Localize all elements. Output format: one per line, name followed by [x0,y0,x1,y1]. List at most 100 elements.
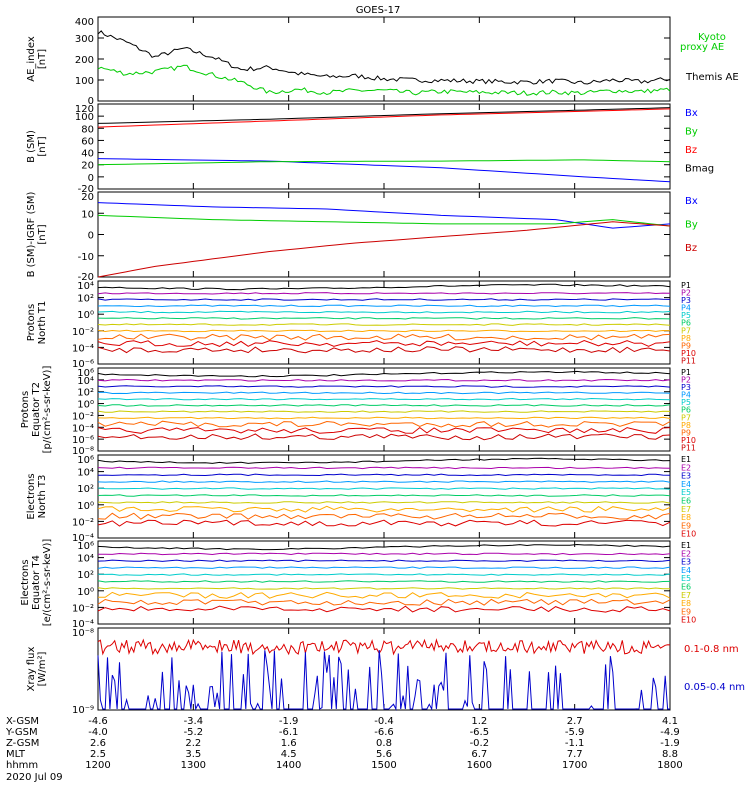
spectrum-line [97,501,671,504]
legend-label: P9 [681,428,691,437]
spectrum-line [97,494,671,497]
spectrum-line [97,333,671,341]
y-tick-label: -20 [78,272,94,283]
legend-label: proxy AE [680,42,724,53]
spectrum-line [97,410,671,413]
spectrum-line [97,397,671,401]
x-axis-value: 2.6 [90,738,106,749]
y-tick-label: 10⁻² [72,517,94,528]
spectrum-line [97,370,671,378]
y-tick-label: 10⁻² [72,411,94,422]
spectrum-line [97,433,671,441]
x-axis-value: 1.2 [471,716,487,727]
legend-label: 0.05-0.4 nm [684,682,745,693]
y-tick-label: 10⁶ [77,541,94,552]
date-label: 2020 Jul 09 [6,772,63,783]
spectrum-line [97,591,671,599]
y-axis-label: [e/(cm²-s-sr-keV)] [42,539,53,627]
spectrum-line [97,559,671,563]
legend-label: E5 [681,488,691,497]
y-tick-label: 80 [81,124,94,135]
spectrum-line [97,457,671,464]
y-tick-label: 10 [81,209,94,220]
y-tick-label: 10⁴ [77,376,94,387]
legend-label: P11 [681,356,696,365]
y-tick-label: 10⁰ [77,501,94,512]
x-axis-value: 0.8 [376,738,392,749]
spectrum-line [97,339,671,347]
y-tick-label: 10² [77,484,94,495]
x-axis-value: 4.5 [281,749,297,760]
y-axis-label: [W/m²] [37,651,48,686]
legend-label: E10 [681,616,696,625]
x-axis-value: -6.5 [470,727,490,738]
legend-label: Bx [685,196,698,207]
y-tick-label: 0 [88,231,94,242]
y-tick-label: 0 [88,96,94,107]
x-axis-value: 2.7 [567,716,583,727]
y-tick-label: 10⁻² [72,603,94,614]
x-axis-value: 1600 [467,760,492,771]
spectrum-line [97,552,671,556]
y-tick-label: 10² [77,388,94,399]
x-axis-value: -3.4 [184,716,204,727]
y-tick-label: 10⁻⁸ [72,446,94,457]
y-tick-label: 0 [88,173,94,184]
series-line-0.05-0.4nm [97,650,670,711]
x-axis-value: 1700 [562,760,587,771]
legend-label: P3 [681,296,691,305]
y-axis-label: B (SM) [26,130,37,163]
x-axis-value: 1.6 [281,738,297,749]
x-axis-value: -0.2 [470,738,490,749]
x-axis-table: X-GSM -4.6 -3.4 -1.9 -0.4 1.2 2.7 4.1 Y-GSM -4.0 -… [5,716,683,783]
y-tick-label: 100 [75,112,94,123]
spectrum-line [97,580,671,583]
legend-label: E5 [681,574,691,583]
spectrum-line [97,378,671,382]
series-line-by [97,159,671,166]
legend-label: P6 [681,406,691,415]
series-line-kyoto-proxy-ae [97,64,671,96]
spectrum-line [97,543,671,551]
spectrum-line [97,466,671,470]
spectrum-line [97,310,671,314]
legend-label: P5 [681,311,691,320]
spectrum-line [97,283,671,291]
series-line-bmag [97,107,671,124]
y-tick-label: 300 [75,34,94,45]
y-tick-label: 10⁻⁴ [72,343,94,354]
legend-label: E3 [681,472,691,481]
legend-label: P5 [681,398,691,407]
legend-label: Bz [685,145,697,156]
x-axis-row-label: Z-GSM [6,738,39,749]
x-axis-value: 2.2 [185,738,201,749]
legend-label: Bmag [685,163,714,174]
spectrum-line [97,385,671,388]
y-axis-label: Equator T2 [31,382,42,437]
x-axis-value: -1.9 [660,738,680,749]
legend-label: P9 [681,341,691,350]
legend-label: E4 [681,566,691,575]
series-line-0.1-0.8nm [97,638,671,656]
y-tick-label: 10⁶ [77,455,94,466]
spectrum-line [97,587,670,590]
x-axis-value: -4.9 [660,727,680,738]
y-tick-label: 10⁴ [77,554,94,565]
spectrum-line [97,605,671,613]
y-axis-label: Equator T4 [31,555,42,610]
x-axis-value: 3.5 [185,749,201,760]
legend-label: E8 [681,599,691,608]
legend-label: E6 [681,497,691,506]
panel-electrons_t4: Electrons Equator T4 [e/(cm²-s-sr-keV)] 10⁻… [20,539,696,630]
y-tick-label: 10⁴ [77,281,94,292]
series-line-bz [97,108,671,128]
x-axis-value: 1200 [85,760,110,771]
legend-label: E1 [681,455,691,464]
panel-b_igrf: B (SM)-IGRF (SM) [nT] -20 -10 0 10 20 Bx By Bz [26,191,698,283]
spectrum-line [97,473,671,477]
x-axis-value: 7.7 [567,749,583,760]
legend-label: P8 [681,334,691,343]
